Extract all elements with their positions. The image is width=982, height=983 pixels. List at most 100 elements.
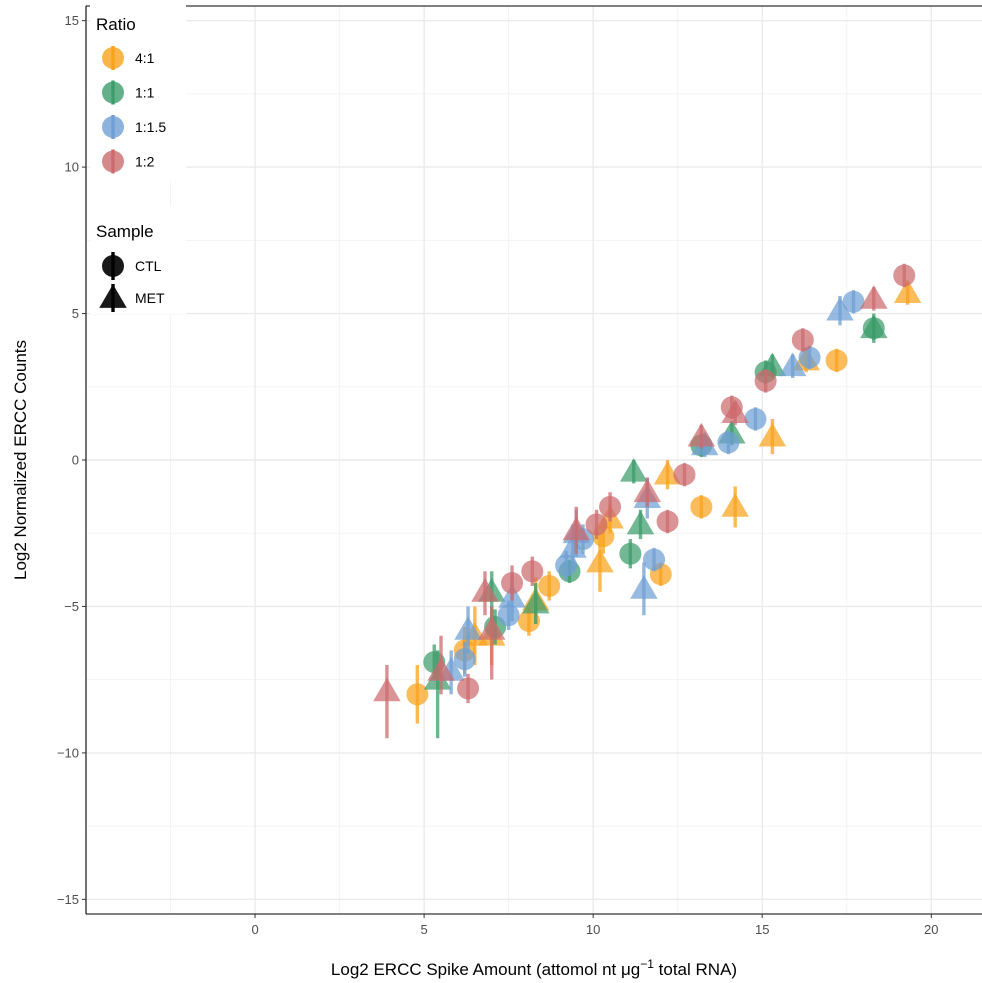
- data-point: [862, 316, 885, 340]
- triangle-marker: [758, 422, 787, 447]
- circle-marker: [619, 542, 642, 565]
- legend-ratio-item: 1:1: [102, 80, 155, 105]
- circle-marker: [501, 572, 524, 595]
- circle-marker: [599, 495, 622, 518]
- circle-marker: [893, 264, 916, 287]
- triangle-marker: [860, 285, 888, 309]
- circle-marker: [453, 648, 476, 671]
- y-tick-label: −15: [57, 892, 79, 907]
- triangle-marker: [373, 677, 401, 702]
- legend-ratio-title: Ratio: [96, 15, 136, 34]
- circle-marker: [791, 328, 814, 351]
- legend-sample-label: MET: [135, 290, 165, 306]
- y-tick-label: 5: [72, 306, 79, 321]
- data-point: [471, 571, 499, 616]
- data-point: [373, 665, 401, 739]
- triangle-marker: [778, 352, 807, 377]
- data-point: [893, 263, 916, 288]
- x-tick-label: 15: [755, 922, 769, 937]
- data-point: [778, 352, 807, 378]
- data-point: [744, 407, 767, 431]
- circle-marker: [585, 513, 608, 536]
- x-tick-label: 5: [420, 922, 427, 937]
- grid: [86, 6, 982, 914]
- triangle-marker: [454, 616, 482, 640]
- y-tick-label: 15: [65, 13, 79, 28]
- legend-ratio-item: 1:1.5: [102, 115, 166, 139]
- axes: 0 5 10 15 20 −15 −10 −5 0 5 10 15: [57, 5, 982, 937]
- triangle-marker: [630, 575, 658, 599]
- circle-marker: [538, 574, 561, 597]
- data-point: [538, 571, 561, 601]
- data-point: [633, 477, 662, 507]
- data-point: [619, 457, 648, 484]
- data-point: [690, 495, 713, 519]
- data-point: [643, 547, 666, 572]
- data-point: [758, 418, 787, 455]
- data-point: [626, 509, 655, 540]
- circle-marker: [673, 463, 696, 486]
- triangle-marker: [687, 422, 716, 447]
- circle-marker: [690, 495, 713, 518]
- x-tick-label: 10: [586, 922, 600, 937]
- data-point: [619, 539, 642, 569]
- triangle-marker: [471, 578, 499, 602]
- data-point: [656, 509, 679, 534]
- triangle-marker: [586, 548, 614, 573]
- data-point: [717, 430, 740, 455]
- x-tick-label: 0: [251, 922, 258, 937]
- legend: Ratio 4:1 1:1 1:1.5 1:2 Sample CTL MET: [90, 0, 186, 314]
- data-point: [825, 348, 848, 373]
- circle-marker: [497, 604, 520, 627]
- y-tick-label: −5: [64, 599, 79, 614]
- circle-marker: [406, 683, 429, 706]
- circle-marker: [656, 510, 679, 533]
- data-point: [457, 673, 480, 704]
- triangle-marker: [619, 457, 648, 482]
- data-point: [721, 399, 749, 425]
- data-point: [427, 635, 455, 695]
- triangle-marker: [633, 478, 662, 503]
- circle-marker: [754, 369, 777, 392]
- triangle-marker: [477, 616, 506, 640]
- data-point: [673, 462, 696, 487]
- legend-sample-item: MET: [99, 284, 165, 312]
- y-tick-label: 10: [65, 160, 79, 175]
- legend-ratio-item: 1:2: [102, 149, 155, 174]
- circle-marker: [521, 560, 544, 583]
- y-axis-title: Log2 Normalized ERCC Counts: [11, 340, 30, 580]
- legend-ratio-label: 1:1: [135, 85, 155, 101]
- triangle-marker: [559, 534, 587, 558]
- triangle-marker: [427, 657, 455, 681]
- circle-marker: [717, 431, 740, 454]
- legend-sample-title: Sample: [96, 222, 154, 241]
- legend-sample-item: CTL: [102, 252, 162, 280]
- y-tick-label: −10: [57, 745, 79, 760]
- legend-ratio-label: 1:2: [135, 154, 155, 170]
- legend-sample-label: CTL: [135, 258, 162, 274]
- y-tick-label: 0: [72, 453, 79, 468]
- data-point: [798, 345, 821, 370]
- triangle-marker: [826, 296, 854, 321]
- x-tick-label: 20: [924, 922, 938, 937]
- circle-marker: [862, 317, 885, 340]
- circle-marker: [643, 548, 666, 571]
- data-point: [585, 509, 608, 540]
- circle-marker: [825, 349, 848, 372]
- circle-marker: [798, 346, 821, 369]
- data-points: [373, 263, 922, 739]
- data-point: [860, 285, 888, 311]
- triangle-marker: [893, 279, 922, 303]
- data-point: [791, 328, 814, 352]
- data-point: [754, 369, 777, 393]
- data-point: [501, 565, 524, 601]
- data-point: [826, 295, 854, 326]
- data-point: [842, 290, 865, 314]
- triangle-marker: [562, 516, 591, 541]
- data-point: [406, 665, 429, 724]
- triangle-marker: [721, 493, 749, 517]
- triangle-marker: [626, 510, 655, 535]
- legend-ratio-label: 1:1.5: [135, 119, 166, 135]
- x-axis-title: Log2 ERCC Spike Amount (attomol nt μg−1 …: [331, 957, 737, 979]
